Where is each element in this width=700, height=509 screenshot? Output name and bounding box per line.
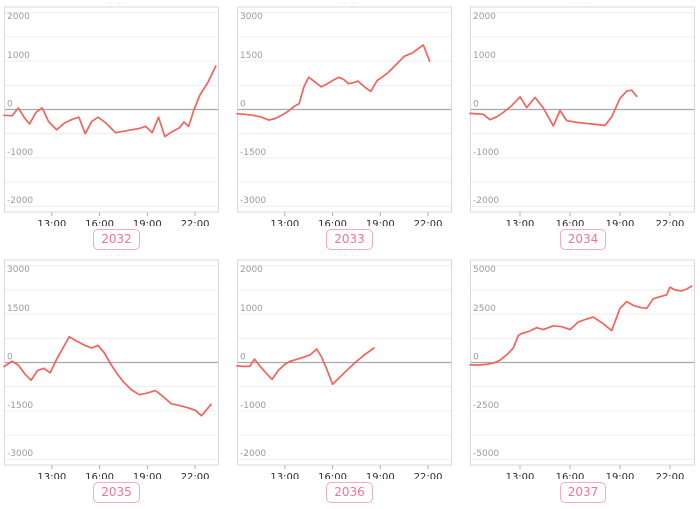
series-line (469, 89, 638, 127)
chart-label-2036[interactable]: 2036 (326, 482, 373, 503)
y-tick-label: 1500 (7, 304, 30, 314)
y-tick-label: -1500 (240, 148, 266, 158)
y-tick-label: -3000 (240, 196, 266, 206)
plot-border (237, 259, 452, 466)
series-line (236, 44, 431, 121)
x-tick-label: 19:00 (606, 472, 635, 479)
line-chart-2037: -5000 -2500 0 2500 5000 13:00 16:00 19:00 22:00 (469, 259, 695, 479)
line-chart-2033: -3000 -1500 0 1500 3000 13:00 16:00 19:00 22:00 (236, 6, 452, 226)
x-tick-label: 22:00 (656, 472, 685, 479)
x-tick-label: 22:00 (414, 219, 443, 226)
y-tick-label: 1500 (240, 51, 263, 61)
y-tick-label: 1000 (240, 304, 263, 314)
y-tick-label: 2000 (7, 12, 30, 22)
x-tick-label: 13:00 (270, 472, 299, 479)
series-line (3, 65, 217, 138)
chart-label-2037[interactable]: 2037 (559, 482, 607, 503)
chart-label-2034[interactable]: 2034 (559, 229, 607, 250)
y-tick-label: 2000 (473, 12, 496, 22)
chart-panel-2036: ·· ·· -2000 -1000 0 1000 2000 13:00 16:00 19:00… (233, 250, 466, 503)
x-tick-label: 19:00 (366, 472, 395, 479)
y-tick-label: -2000 (7, 196, 33, 206)
y-tick-label: 1000 (473, 51, 496, 61)
x-tick-label: 19:00 (366, 219, 395, 226)
chart-label-row: 2036 (233, 482, 466, 503)
y-tick-label: 1000 (7, 51, 30, 61)
y-tick-label: 2000 (240, 265, 263, 275)
y-tick-label: 0 (473, 100, 479, 110)
x-tick-label: 13:00 (506, 219, 535, 226)
chart-panel-2035: ·· ·· -3000 -1500 0 1500 3000 13:00 16:00 19:00… (0, 250, 233, 503)
chart-panel-2034: ·· ·· -2000 -1000 0 1000 2000 13:00 16:00 19:00… (466, 0, 700, 250)
y-tick-label: -2000 (473, 196, 499, 206)
chart-title-fragment: ·· ·· (106, 1, 127, 6)
chart-title-fragment: ·· ·· (573, 253, 593, 259)
y-tick-label: 3000 (7, 265, 30, 275)
chart-label-row: 2037 (466, 482, 700, 503)
x-tick-label: 19:00 (133, 472, 162, 479)
chart-label-row: 2032 (0, 229, 233, 250)
chart-panel-2032: ·· ·· -2000 -1000 0 1000 2000 13:00 16:00 19:00… (0, 0, 233, 250)
y-tick-label: -3000 (7, 449, 33, 459)
x-tick-label: 16:00 (318, 472, 347, 479)
y-tick-label: 0 (240, 100, 246, 110)
x-tick-label: 19:00 (133, 219, 162, 226)
chart-label-2032[interactable]: 2032 (93, 229, 140, 250)
x-tick-label: 16:00 (85, 472, 114, 479)
x-tick-label: 22:00 (181, 472, 210, 479)
y-tick-label: -2000 (240, 449, 266, 459)
x-tick-label: 13:00 (37, 219, 66, 226)
plot-border (237, 6, 452, 213)
y-tick-label: -2500 (473, 401, 499, 411)
line-chart-2036: -2000 -1000 0 1000 2000 13:00 16:00 19:00 22:00 (236, 259, 452, 479)
x-tick-label: 22:00 (656, 219, 685, 226)
x-tick-label: 22:00 (414, 472, 443, 479)
line-chart-2034: -2000 -1000 0 1000 2000 13:00 16:00 19:00 22:00 (469, 6, 695, 226)
x-tick-label: 16:00 (85, 219, 114, 226)
chart-label-2035[interactable]: 2035 (93, 482, 140, 503)
chart-title-fragment: ·· ·· (106, 253, 127, 259)
y-tick-label: -1000 (7, 148, 33, 158)
y-tick-label: 2500 (473, 304, 496, 314)
chart-label-2033[interactable]: 2033 (326, 229, 373, 250)
plot-border (4, 259, 219, 466)
y-tick-label: -1500 (7, 401, 33, 411)
y-tick-label: 0 (7, 100, 13, 110)
x-tick-label: 19:00 (606, 219, 635, 226)
chart-label-row: 2033 (233, 229, 466, 250)
series-line (236, 347, 375, 386)
plot-border (470, 6, 695, 213)
x-tick-label: 13:00 (37, 472, 66, 479)
y-tick-label: 5000 (473, 265, 496, 275)
y-tick-label: 0 (7, 353, 13, 363)
x-tick-label: 16:00 (556, 472, 585, 479)
chart-panel-2037: ·· ·· -5000 -2500 0 2500 5000 13:00 16:00 19:00… (466, 250, 700, 503)
x-tick-label: 22:00 (181, 219, 210, 226)
chart-title-fragment: ·· ·· (339, 253, 360, 259)
y-tick-label: -1000 (473, 148, 499, 158)
y-tick-label: 0 (240, 353, 246, 363)
plot-border (4, 6, 219, 213)
chart-title-fragment: ·· ·· (573, 1, 593, 6)
plot-border (470, 259, 695, 466)
x-tick-label: 13:00 (506, 472, 535, 479)
y-tick-label: 0 (473, 353, 479, 363)
series-line (3, 335, 212, 417)
chart-label-row: 2034 (466, 229, 700, 250)
x-tick-label: 16:00 (556, 219, 585, 226)
y-tick-label: -5000 (473, 449, 499, 459)
chart-panel-2033: ·· ·· -3000 -1500 0 1500 3000 13:00 16:00 19:00… (233, 0, 466, 250)
x-tick-label: 16:00 (318, 219, 347, 226)
x-tick-label: 13:00 (270, 219, 299, 226)
chart-title-fragment: ·· ·· (339, 1, 360, 6)
line-chart-2032: -2000 -1000 0 1000 2000 13:00 16:00 19:00 22:00 (3, 6, 219, 226)
y-tick-label: 3000 (240, 12, 263, 22)
chart-label-row: 2035 (0, 482, 233, 503)
line-chart-2035: -3000 -1500 0 1500 3000 13:00 16:00 19:00 22:00 (3, 259, 219, 479)
series-line (469, 285, 693, 366)
y-tick-label: -1000 (240, 401, 266, 411)
